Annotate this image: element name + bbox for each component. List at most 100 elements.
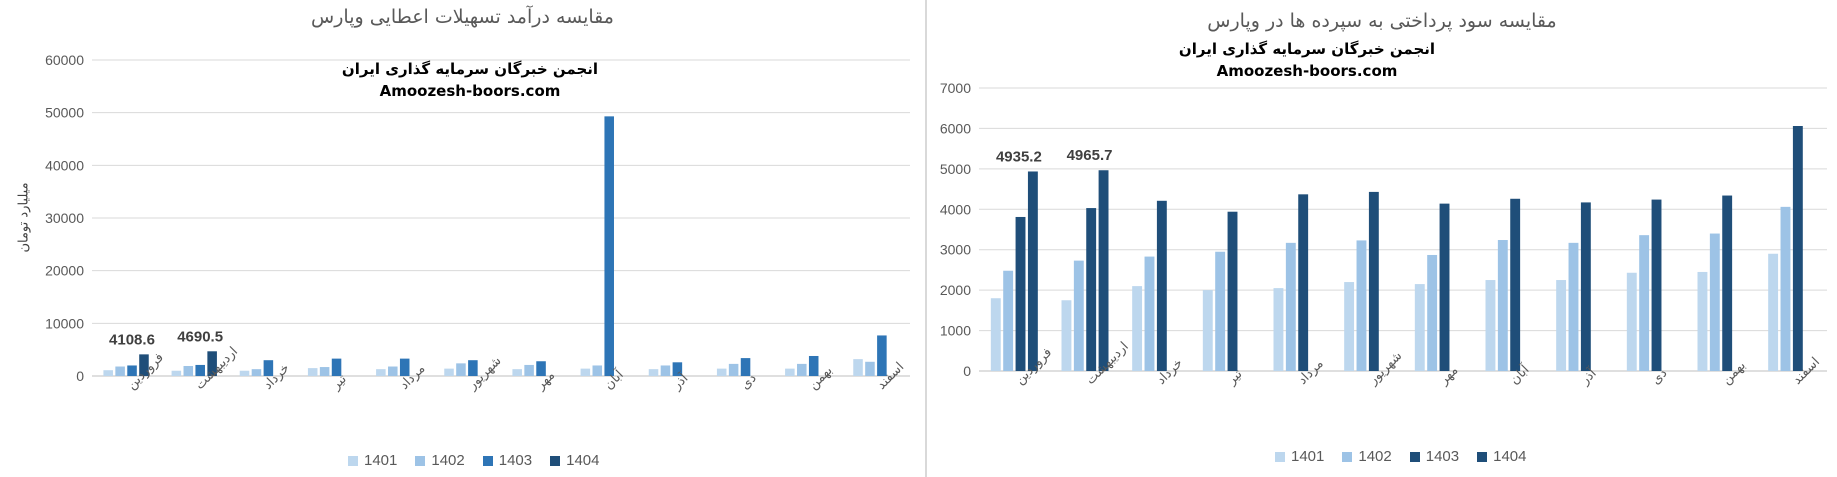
bar-1401-3 [239,370,250,376]
bar-1402-6 [1356,240,1367,371]
chart-panel-loan-income: مقایسه درآمد تسهیلات اعطایی وپارس انجمن … [16,6,910,469]
bar-1402-2 [183,365,194,376]
bar-1402-9 [1568,242,1579,371]
bar-1403-1 [1015,216,1026,371]
legend-swatch [1275,451,1285,462]
y-tick-label: 3000 [940,242,971,258]
bar-1403-3 [1156,200,1167,371]
y-tick-label: 0 [76,368,84,384]
bar-1401-10 [1626,272,1637,371]
y-tick-label: 1000 [940,323,971,339]
legend-item-1401: 1401 [348,452,397,469]
bar-1403-12 [877,335,887,376]
legend-label: 1402 [1358,448,1392,465]
bar-1401-3 [1132,286,1143,371]
x-tick-label: تیر [328,372,350,394]
chart-panel-deposit-interest: مقایسه سود پرداختی به سپرده ها در وپارس … [927,0,1837,477]
bar-1403-9 [672,362,683,376]
bar-1402-6 [456,363,466,376]
bar-1402-7 [1427,254,1438,371]
legend-item-1402: 1402 [415,452,465,469]
legend-item-1402: 1402 [1342,448,1392,465]
bar-1401-6 [1344,282,1355,371]
legend-swatch [1477,451,1488,462]
y-tick-label: 6000 [940,120,971,136]
x-tick-label: آذر [668,369,693,394]
chart-title: مقایسه درآمد تسهیلات اعطایی وپارس [311,6,614,28]
bar-1403-7 [1439,203,1450,371]
bar-1401-12 [853,359,863,376]
legend-item-1404: 1404 [550,452,600,469]
bar-1402-3 [1144,256,1155,371]
bar-1401-1 [103,370,113,376]
legend: 1401 1402 1403 1404 [348,452,600,469]
bar-1402-5 [1285,242,1296,371]
bar-1401-7 [1414,284,1425,371]
panel-divider [925,0,927,477]
legend-item-1401: 1401 [1275,448,1324,465]
bar-1404-1 [139,354,149,376]
bar-1401-6 [444,368,454,376]
bar-1402-8 [1497,240,1508,371]
bar-1402-4 [1215,251,1226,371]
watermark-line-2: Amoozesh-boors.com [379,82,561,100]
bar-1401-8 [1485,280,1496,371]
bar-1402-7 [524,364,534,376]
bar-1403-3 [263,360,274,376]
y-tick-label: 40000 [45,157,84,173]
bar-1403-6 [468,360,478,376]
bar-1402-9 [660,365,671,376]
bar-1403-9 [1580,202,1591,371]
bar-1403-8 [604,116,614,376]
y-tick-label: 60000 [45,52,84,68]
data-label: 4108.6 [109,331,155,348]
bar-1402-1 [1003,270,1014,371]
x-tick-label: آذر [1576,364,1601,389]
bar-1403-8 [1510,198,1521,371]
bar-1404-1 [1027,171,1038,371]
x-tick-label: تیر [1224,367,1246,389]
bar-1403-5 [399,358,410,376]
chart-title: مقایسه سود پرداختی به سپرده ها در وپارس [1207,10,1557,32]
bar-1402-12 [1780,206,1791,371]
legend-label: 1403 [498,452,533,469]
legend-label: 1404 [1493,448,1527,465]
legend-item-1403: 1403 [482,452,533,469]
watermark: انجمن خبرگان سرمایه گذاری ایران Amoozesh… [340,58,600,102]
bar-1403-10 [1651,199,1662,371]
legend-swatch [348,455,358,466]
y-tick-label: 2000 [940,282,971,298]
bar-1401-1 [990,298,1001,371]
watermark: انجمن خبرگان سرمایه گذاری ایران Amoozesh… [1177,38,1437,82]
legend-item-1403: 1403 [1409,448,1460,465]
bar-1403-7 [536,361,546,376]
bar-1404-2 [207,351,217,376]
watermark-line-1: انجمن خبرگان سرمایه گذاری ایران [1178,40,1436,58]
bar-1401-8 [580,368,591,376]
bar-1402-3 [251,369,262,376]
legend: 1401 1402 1403 1404 [1275,448,1527,465]
bar-1403-2 [195,364,205,376]
legend-label: 1403 [1425,448,1460,465]
bar-1403-10 [740,358,751,376]
legend-swatch [1342,451,1353,462]
legend-label: 1402 [431,452,465,469]
legend-label: 1404 [566,452,600,469]
bar-1403-2 [1086,208,1097,371]
bar-1401-11 [1697,271,1708,371]
bar-1402-8 [592,365,603,376]
bar-1402-11 [1709,233,1720,371]
bar-1403-5 [1298,194,1309,371]
bar-1403-12 [1792,126,1803,371]
bar-1402-1 [115,366,125,376]
legend-label: 1401 [364,452,398,469]
y-tick-label: 0 [963,363,971,379]
y-tick-label: 4000 [940,201,971,217]
bar-1401-5 [376,369,386,376]
x-tick-label: آبان [600,365,628,393]
legend-swatch [415,455,426,466]
y-tick-label: 7000 [940,80,971,96]
bar-1403-4 [331,358,342,376]
